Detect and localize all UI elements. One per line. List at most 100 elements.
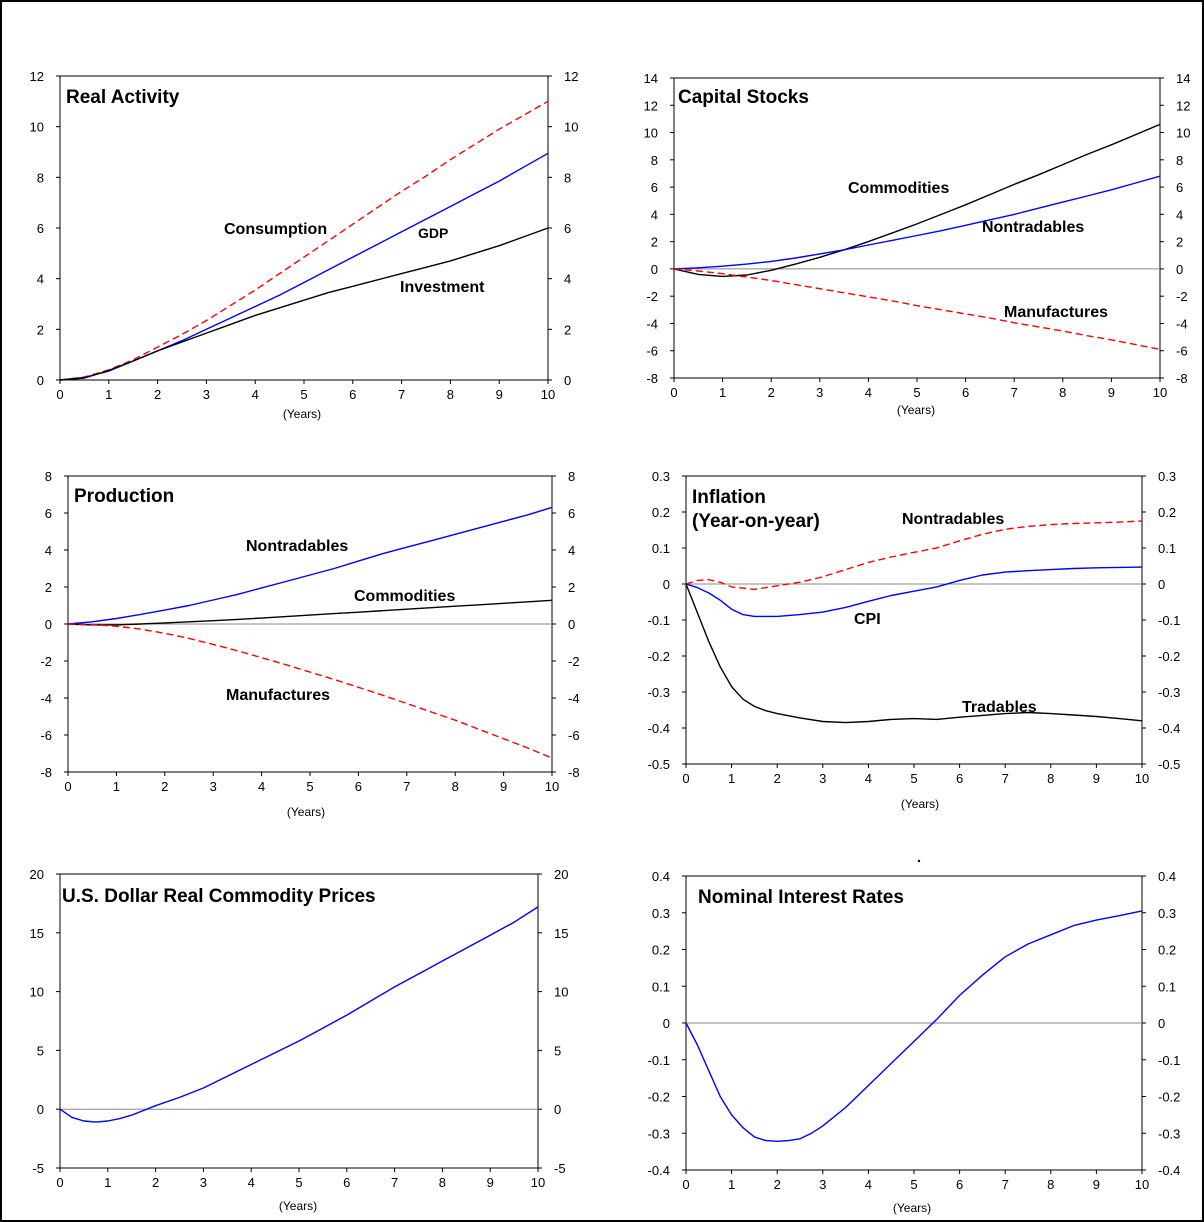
x-tick-label: 7 bbox=[1002, 1177, 1009, 1192]
y-tick-label-left: -8 bbox=[646, 371, 658, 386]
y-tick-label-right: -0.5 bbox=[1158, 757, 1180, 772]
y-tick-label-right: 10 bbox=[554, 985, 568, 1000]
x-tick-label: 5 bbox=[306, 779, 313, 794]
x-tick-label: 2 bbox=[154, 387, 161, 402]
y-tick-label-left: 12 bbox=[30, 69, 44, 84]
y-tick-label-left: 2 bbox=[45, 580, 52, 595]
x-tick-label: 4 bbox=[865, 385, 872, 400]
y-tick-label-left: -8 bbox=[40, 765, 52, 780]
y-tick-label-right: 4 bbox=[1176, 207, 1183, 222]
x-tick-label: 9 bbox=[1093, 1177, 1100, 1192]
panel-production: 0 1 2 3 4 5 6 7 8 9 10 8 8 6 6 4 4 2 2 0 0 -2 -2 -4 -4 -6 -6 -8 -8 P… bbox=[40, 469, 579, 819]
series-line-nontradables bbox=[685, 520, 1143, 591]
x-tick-label: 7 bbox=[1002, 771, 1009, 786]
y-tick-label-right: 5 bbox=[554, 1043, 561, 1058]
y-tick-label-left: -0.3 bbox=[648, 1126, 670, 1141]
y-tick-label-right: 4 bbox=[564, 272, 571, 287]
x-tick-label: 8 bbox=[1059, 385, 1066, 400]
y-tick-label-right: 8 bbox=[564, 170, 571, 185]
y-tick-label-left: -4 bbox=[40, 691, 52, 706]
x-axis-label: (Years) bbox=[287, 805, 325, 819]
annotation-commodities: Commodities bbox=[848, 180, 949, 197]
y-tick-label-left: 0.2 bbox=[652, 943, 670, 958]
series-line-gdp bbox=[59, 152, 549, 381]
x-tick-label: 1 bbox=[104, 1175, 111, 1190]
y-tick-label-left: -4 bbox=[646, 316, 658, 331]
y-tick-label-left: 4 bbox=[45, 543, 52, 558]
x-tick-label: 5 bbox=[910, 1177, 917, 1192]
axes: 0 1 2 3 4 5 6 7 8 9 10 20 20 15 15 10 10 5 5 0 0 -5 -5 bbox=[30, 867, 569, 1190]
chart-title: U.S. Dollar Real Commodity Prices bbox=[62, 886, 376, 907]
y-tick-label-left: -0.5 bbox=[648, 757, 670, 772]
annotation-nontradables: Nontradables bbox=[902, 511, 1004, 528]
x-tick-label: 3 bbox=[819, 1177, 826, 1192]
axes: 0 1 2 3 4 5 6 7 8 9 10 8 8 6 6 4 4 2 2 0 0 -2 -2 -4 -4 -6 -6 -8 -8 bbox=[40, 469, 579, 794]
y-tick-label-left: 0 bbox=[37, 373, 44, 388]
y-tick-label-left: 10 bbox=[30, 985, 44, 1000]
x-tick-label: 7 bbox=[403, 779, 410, 794]
x-tick-label: 0 bbox=[682, 1177, 689, 1192]
x-tick-label: 0 bbox=[56, 387, 63, 402]
y-tick-label-right: -5 bbox=[554, 1161, 566, 1176]
x-tick-label: 1 bbox=[728, 771, 735, 786]
chart-title: Real Activity bbox=[66, 87, 180, 108]
y-tick-label-left: -0.4 bbox=[648, 721, 670, 736]
y-tick-label-right: 10 bbox=[1176, 126, 1190, 141]
annotation-nontradables: Nontradables bbox=[246, 538, 348, 555]
series-line-series bbox=[685, 910, 1143, 1143]
axes: 0 1 2 3 4 5 6 7 8 9 10 0.3 0.3 0.2 0.2 0.1 0.1 0 0 -0.1 -0.1… bbox=[648, 469, 1181, 786]
y-tick-label-right: -0.4 bbox=[1158, 721, 1180, 736]
annotation-manufactures: Manufactures bbox=[1004, 304, 1108, 321]
y-tick-label-left: 8 bbox=[651, 153, 658, 168]
y-tick-label-right: -6 bbox=[1176, 344, 1188, 359]
x-tick-label: 6 bbox=[355, 779, 362, 794]
series-line-manufactures bbox=[67, 623, 553, 759]
panel-interest-rates: 0 1 2 3 4 5 6 7 8 9 10 0.4 0.4 0.3 0.3 0.2 0.2 0.1 0.1 0 0 -0… bbox=[648, 869, 1181, 1215]
y-tick-label-right: -8 bbox=[1176, 371, 1188, 386]
y-tick-label-right: -4 bbox=[1176, 316, 1188, 331]
y-tick-label-left: 6 bbox=[45, 506, 52, 521]
y-tick-label-left: 0 bbox=[45, 617, 52, 632]
y-tick-label-right: -0.1 bbox=[1158, 1053, 1180, 1068]
x-tick-label: 5 bbox=[300, 387, 307, 402]
x-tick-label: 5 bbox=[913, 385, 920, 400]
annotation-manufactures: Manufactures bbox=[226, 687, 330, 704]
x-tick-label: 0 bbox=[64, 779, 71, 794]
y-tick-label-left: 0.2 bbox=[652, 505, 670, 520]
y-tick-label-right: 2 bbox=[568, 580, 575, 595]
x-tick-label: 3 bbox=[819, 771, 826, 786]
x-tick-label: 10 bbox=[545, 779, 559, 794]
annotation-investment: Investment bbox=[400, 279, 485, 296]
x-tick-label: 0 bbox=[670, 385, 677, 400]
y-tick-label-left: 0.3 bbox=[652, 906, 670, 921]
x-tick-label: 8 bbox=[439, 1175, 446, 1190]
y-tick-label-left: 0 bbox=[663, 1016, 670, 1031]
x-tick-label: 9 bbox=[1093, 771, 1100, 786]
y-tick-label-left: 5 bbox=[37, 1043, 44, 1058]
chart-title: Nominal Interest Rates bbox=[698, 887, 904, 908]
x-tick-label: 8 bbox=[1047, 1177, 1054, 1192]
y-tick-label-right: -0.3 bbox=[1158, 685, 1180, 700]
y-tick-label-right: 8 bbox=[568, 469, 575, 484]
x-tick-label: 1 bbox=[719, 385, 726, 400]
y-tick-label-left: 0.1 bbox=[652, 979, 670, 994]
y-tick-label-right: 2 bbox=[564, 322, 571, 337]
y-tick-label-right: 20 bbox=[554, 867, 568, 882]
x-tick-label: 2 bbox=[774, 1177, 781, 1192]
y-tick-label-left: -6 bbox=[40, 728, 52, 743]
y-tick-label-right: 14 bbox=[1176, 71, 1190, 86]
y-tick-label-left: 15 bbox=[30, 926, 44, 941]
y-tick-label-left: -0.3 bbox=[648, 685, 670, 700]
y-tick-label-left: 6 bbox=[37, 221, 44, 236]
y-tick-label-right: 0 bbox=[554, 1102, 561, 1117]
x-tick-label: 4 bbox=[865, 1177, 872, 1192]
y-tick-label-left: 0 bbox=[663, 577, 670, 592]
x-tick-label: 8 bbox=[1047, 771, 1054, 786]
x-tick-label: 3 bbox=[200, 1175, 207, 1190]
y-tick-label-left: -2 bbox=[40, 654, 52, 669]
y-tick-label-left: 20 bbox=[30, 867, 44, 882]
